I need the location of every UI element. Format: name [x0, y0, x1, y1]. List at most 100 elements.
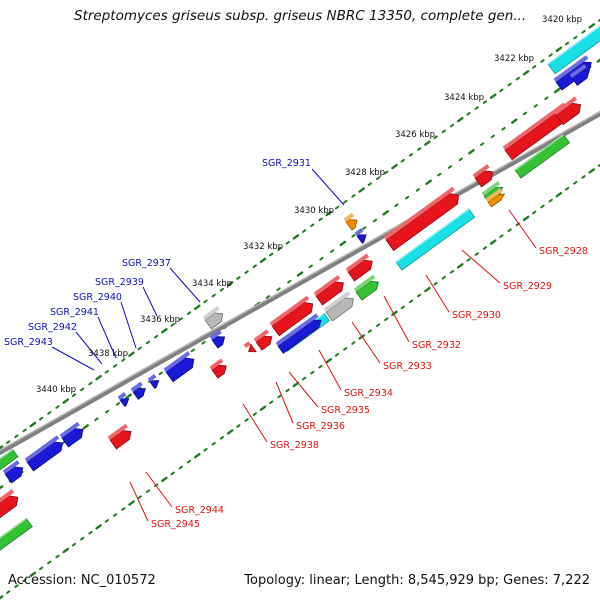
gene-red-rev-4 [385, 193, 460, 252]
gene-red-rev-4-top-face [383, 186, 455, 240]
scale-tick [581, 29, 586, 34]
map-title: Streptomyces griseus subsp. griseus NBRC… [74, 8, 527, 24]
gene-orange-fwd [345, 219, 358, 231]
scale-tick [424, 286, 431, 293]
scale-tick [544, 96, 549, 101]
scale-tick [105, 409, 110, 414]
scale-tick [339, 240, 347, 247]
scale-tick [522, 70, 530, 76]
scale-tick [588, 168, 596, 174]
gene-blue-fwd-5 [149, 380, 160, 390]
green-band-left-highlight [0, 517, 27, 539]
scale-tick [507, 82, 512, 87]
scale-tick [137, 495, 142, 499]
scale-tick [424, 140, 431, 146]
scale-tick [6, 440, 11, 444]
scale-tick [259, 405, 267, 411]
leader-line [311, 168, 345, 206]
scale-tick [201, 340, 206, 345]
scale-tick [449, 269, 455, 274]
scale-tick [449, 123, 455, 128]
scale-tick [358, 187, 365, 193]
gene-blue-fwd-4-top-face [163, 351, 191, 372]
leader-line [51, 346, 95, 371]
gene-red-rev-5-top-face [345, 253, 370, 272]
gene-blue-fwd-10-top-face [2, 460, 20, 474]
leader-line [275, 381, 294, 424]
gene-red-rev-11 [109, 430, 132, 450]
scale-tick [564, 186, 570, 191]
scale-tick [382, 210, 390, 216]
gene-red-rev-7 [271, 302, 314, 337]
gene-green-rev-top-face [353, 274, 376, 292]
scale-tick [480, 142, 485, 146]
scale-tick [211, 293, 216, 298]
scale-tick [540, 204, 545, 209]
scale-tick [170, 471, 175, 476]
gene-blue-fwd-2 [571, 70, 590, 86]
scale-tick [95, 374, 102, 381]
scale-tick [597, 163, 600, 167]
scale-tick [71, 393, 77, 398]
gene-label-sgr-2945: SGR_2945 [151, 519, 200, 530]
scale-label: 3420 kbp [542, 15, 582, 25]
scale-tick [161, 476, 168, 483]
scale-tick [80, 387, 85, 392]
gene-label-sgr-2934: SGR_2934 [344, 388, 393, 399]
sequence-axis [0, 110, 600, 456]
gene-label-sgr-2931: SGR_2931 [262, 158, 311, 169]
scale-label: 3432 kbp [243, 242, 283, 252]
scale-tick [400, 158, 405, 163]
scale-tick [301, 376, 307, 381]
gene-blue-fwd-8 [61, 428, 84, 448]
scale-tick [62, 547, 70, 554]
gene-orange-rev-top-face [485, 188, 503, 202]
scale-tick [375, 323, 381, 327]
scale-label: 3434 kbp [192, 279, 232, 289]
scale-tick [468, 148, 475, 155]
scale-tick [489, 93, 497, 99]
scale-tick [325, 210, 333, 217]
scale-tick [14, 434, 19, 439]
scale-tick [158, 371, 163, 376]
gene-label-sgr-2937: SGR_2937 [122, 258, 171, 269]
scale-tick [186, 311, 192, 315]
scale-tick [441, 275, 446, 280]
gene-label-sgr-2942: SGR_2942 [28, 322, 77, 333]
scale-tick [362, 226, 367, 230]
scale-tick [29, 421, 37, 428]
scale-tick [276, 287, 281, 292]
scale-tick [6, 590, 11, 594]
scale-tick [433, 281, 438, 286]
scale-tick [128, 351, 135, 357]
scale-tick [466, 111, 471, 116]
scale-tick [193, 304, 201, 311]
scale-tick [391, 310, 398, 317]
green-band-top-highlight [514, 134, 564, 171]
gene-red-rev-11-top-face [107, 423, 128, 440]
gene-red-rev-2 [555, 102, 582, 126]
scale-tick [22, 428, 27, 433]
scale-tick [375, 176, 381, 181]
scale-tick [456, 116, 464, 123]
leader-line [351, 321, 381, 364]
gene-blue-fwd-3-top-face [209, 329, 222, 340]
scale-tick [447, 165, 453, 169]
label-leader-lines [51, 168, 537, 522]
leader-line [97, 316, 117, 359]
gene-green-rev [355, 281, 379, 301]
scale-tick [400, 305, 405, 310]
scale-tick [178, 317, 183, 321]
scale-tick [394, 203, 399, 208]
scale-tick [555, 46, 563, 53]
gene-label-sgr-2941: SGR_2941 [50, 307, 99, 318]
green-band-edge-highlight [0, 448, 14, 460]
gene-blue-fwd-9-top-face [24, 435, 60, 462]
scale-tick [522, 215, 530, 222]
gene-red-rev-12-top-face [0, 489, 15, 503]
scale-tick [22, 578, 27, 583]
scale-tick [372, 218, 378, 223]
gene-red-rev-2-top-face [553, 96, 578, 115]
scale-tick [88, 530, 93, 535]
scale-tick [269, 400, 274, 405]
